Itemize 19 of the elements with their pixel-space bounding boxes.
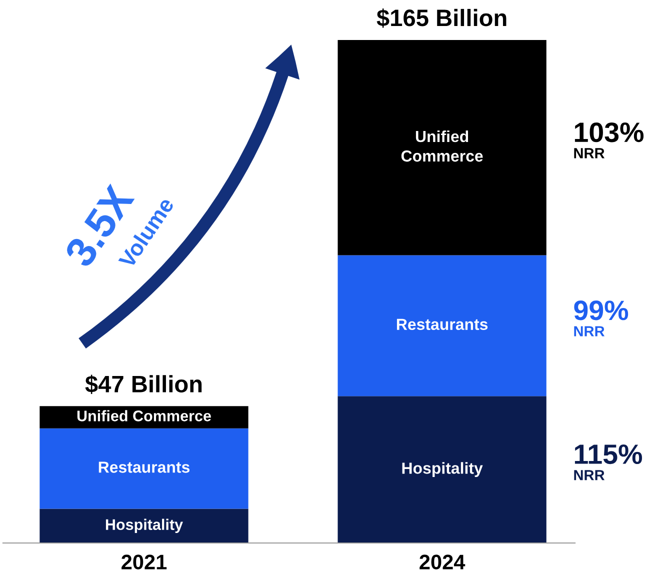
bar xyxy=(40,508,248,543)
bar xyxy=(40,406,248,428)
annotation: 99% NRR xyxy=(574,300,628,336)
x-tick-label: 2021 xyxy=(122,554,167,570)
annotation: 103% NRR xyxy=(574,122,644,158)
series-label: Hospitality xyxy=(106,518,183,534)
annotation: 115% NRR xyxy=(574,444,642,480)
bar xyxy=(338,40,546,256)
x-tick-label: 2024 xyxy=(420,554,466,570)
bar xyxy=(338,255,546,396)
bar xyxy=(338,396,546,543)
text: Hospitality xyxy=(402,462,483,478)
series-label: Restaurants xyxy=(98,462,190,473)
series-label: Unified Commerce xyxy=(77,410,211,422)
text: $165 Billion xyxy=(376,8,506,28)
bar xyxy=(40,428,248,509)
text: Restaurants xyxy=(396,318,488,330)
annotation: $47 Billion xyxy=(85,374,202,394)
text: Unified Commerce xyxy=(401,130,483,162)
